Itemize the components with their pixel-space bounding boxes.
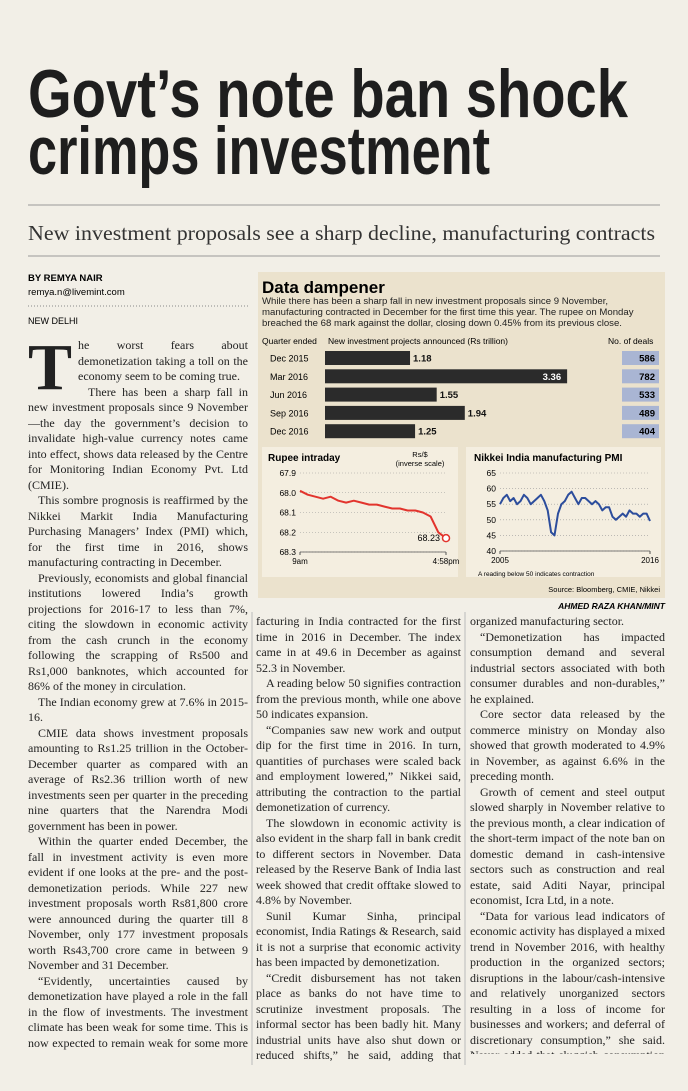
value-label: 1.94 [468,408,487,419]
infographic-title: Data dampener [262,278,385,297]
column: organized manufacturing sector. “Demoneti… [470,614,665,1054]
paragraph: A reading below 50 signifies contraction… [256,676,461,721]
bar [325,351,411,365]
column-header: Quarter ended [262,336,317,346]
deals-cell [622,351,659,365]
deals-value: 586 [639,354,655,365]
deals-value: 404 [639,427,656,438]
infographic-subtitle: While there has been a sharp fall in new… [262,296,634,329]
chart-title: Rupee intraday [268,453,341,464]
y-tick-label: 45 [487,530,497,540]
column-header: No. of deals [608,336,653,346]
drop-cap: T [28,338,73,404]
deals-value: 489 [639,408,655,419]
paragraph: “Companies saw new work and output dip f… [256,722,461,815]
bar [325,369,568,384]
x-tick-label: 2016 [641,556,659,565]
credit: AHMED RAZA KHAN/MINT [557,601,666,611]
category-label: Sep 2016 [270,408,309,418]
deals-value: 533 [639,390,655,401]
deals-cell [622,405,659,420]
chart-panel [262,447,458,577]
paragraph: Within the quarter ended December, the f… [28,834,248,972]
paragraph: organized manufacturing sector. [470,614,625,628]
email: remya.n@livemint.com [28,287,125,298]
deals-cell [622,424,659,439]
dateline: NEW DELHI [28,316,78,326]
paragraph: CMIE data shows investment proposals amo… [28,725,248,833]
y-tick-label: 68.0 [279,488,296,498]
category-label: Dec 2015 [270,354,309,364]
y-tick-label: 60 [487,484,497,494]
category-label: Jun 2016 [270,390,307,400]
chart-title: Nikkei India manufacturing PMI [474,453,623,464]
paragraph: The Indian economy grew at 7.6% in 2015-… [28,694,248,725]
column: facturing in India contracted for the fi… [256,614,461,1066]
byline: BY REMYA NAIR [28,273,103,284]
paragraph: “Demonetization has impacted consumption… [470,629,665,706]
category-label: Dec 2016 [270,427,309,437]
paragraph: “Evidently, uncertainties caused by demo… [28,973,248,1050]
y-tick-label: 67.9 [279,468,296,478]
chart-title: New investment projects announced (Rs tr… [328,336,508,346]
paragraph: he worst fears about demonetization taki… [78,338,248,383]
y-tick-label: 40 [487,546,497,556]
category-label: Mar 2016 [270,372,308,382]
value-label: 1.55 [440,390,459,401]
value-label: 68.23 [417,533,440,543]
end-marker [441,533,451,543]
paragraph: facturing in India contracted for the fi… [256,614,461,675]
x-tick-label: 4:58pm [433,557,460,566]
chart-note: A reading below 50 indicates contraction [478,571,595,578]
value-label: 3.36 [543,372,562,383]
y-tick-label: 68.2 [279,527,296,537]
paragraph: Previously, economists and global financ… [28,570,248,694]
y-tick-label: 68.3 [279,547,296,557]
axis-note: (inverse scale) [396,459,445,468]
paragraph: The slowdown in economic activity is als… [256,815,461,908]
bar [325,387,437,402]
y-tick-label: 50 [487,515,497,525]
y-tick-label: 65 [487,468,497,478]
headline: Govt’s note ban shock [28,56,628,132]
deals-value: 782 [639,372,655,383]
deals-cell [622,387,659,402]
paragraph: Core sector data released by the commerc… [470,707,665,783]
value-label: 1.25 [418,427,437,438]
subheadline: New investment proposals see a sharp dec… [28,221,655,245]
paragraph: Growth of cement and steel output slowed… [470,784,665,908]
y-tick-label: 55 [487,499,497,509]
paragraph: There has been a sharp fall in new inves… [28,384,248,492]
paragraph: Sunil Kumar Sinha, principal economist, … [256,908,461,970]
x-tick-label: 2005 [491,556,509,565]
source: Source: Bloomberg, CMIE, Nikkei [548,585,660,594]
paragraph: This sombre prognosis is reaffirmed by t… [28,493,248,569]
paragraph: “Data for various lead indicators of eco… [470,908,665,1055]
value-label: 1.18 [413,354,432,365]
bar [325,405,465,420]
bar [325,424,416,439]
x-tick-label: 9am [292,557,308,566]
y-tick-label: 68.1 [279,508,296,518]
axis-unit: Rs/$ [412,450,428,459]
headline: crimps investment [28,113,490,189]
line [499,490,651,537]
paragraph: “Credit disbursement has not taken place… [256,970,461,1067]
deals-cell [622,369,659,384]
line [299,489,447,539]
